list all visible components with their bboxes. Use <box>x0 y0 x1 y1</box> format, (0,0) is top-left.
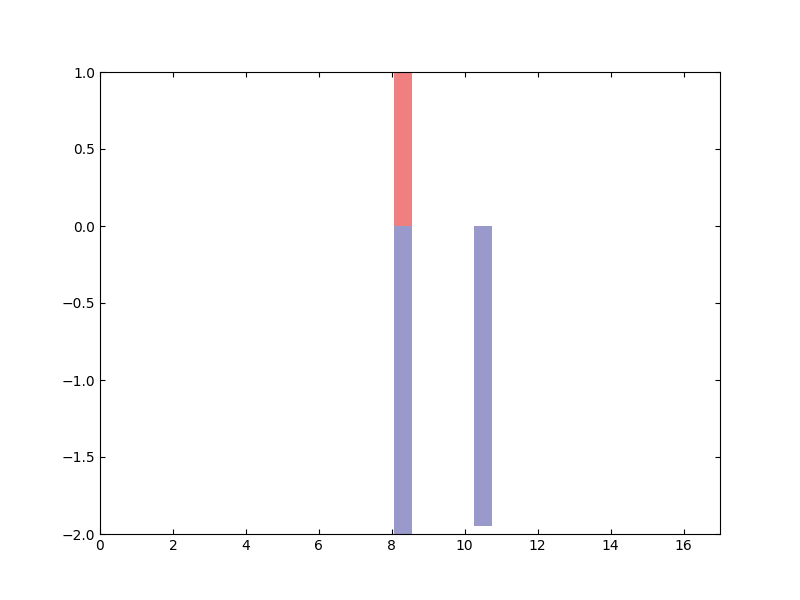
Bar <box>394 72 412 226</box>
Bar <box>394 226 412 534</box>
Bar <box>474 226 492 526</box>
